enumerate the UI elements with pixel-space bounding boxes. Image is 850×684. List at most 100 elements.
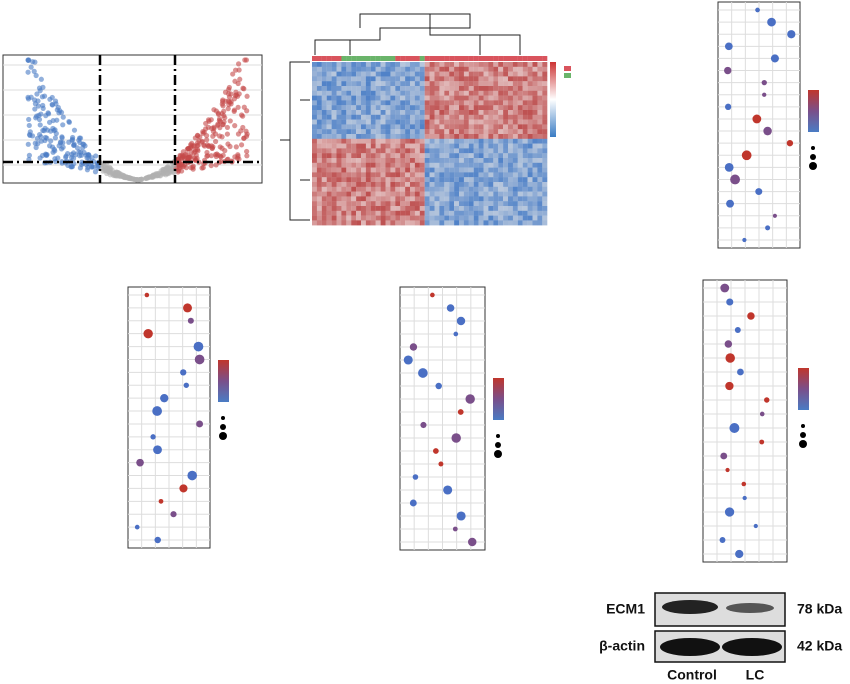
cell [395,66,401,72]
cell [365,201,371,207]
cell [341,162,347,168]
cell [356,143,362,149]
point [232,123,238,129]
cell [463,186,469,192]
cell [498,191,504,197]
cell [527,162,533,168]
cell [532,81,538,87]
cell [498,215,504,221]
point [68,154,75,160]
cell [459,220,464,226]
annotation [419,56,425,61]
cell [483,124,489,130]
cell [370,129,376,135]
annotation [351,56,357,61]
cell [321,177,327,183]
point [47,143,53,149]
cell [473,71,479,77]
cell [400,110,406,115]
cell [493,182,499,187]
annotation [542,56,548,61]
cell [336,162,342,168]
cell [424,138,430,144]
cell [459,105,464,111]
point [40,84,46,90]
cell [468,143,474,149]
cell [503,114,509,120]
colorbar [798,368,809,410]
cell [346,119,352,125]
cell [449,95,455,101]
point [28,64,34,70]
cell [365,162,371,168]
cell [512,114,518,120]
cell [321,134,327,139]
cell [532,162,538,168]
cell [419,143,425,149]
cell [410,129,415,135]
cell [468,66,474,72]
cell [532,100,538,106]
cell [390,66,396,72]
cell [395,110,401,115]
cell [365,62,371,67]
cell [361,210,366,216]
dot [412,474,419,480]
cell [463,124,469,130]
cell [390,100,396,106]
cell [365,191,371,197]
cell [473,172,479,178]
cell [537,191,543,197]
cell [459,119,464,125]
cell [429,196,435,202]
cell [365,196,371,202]
cell [370,220,376,226]
cell [454,124,460,130]
cell [365,220,371,226]
cell [498,124,504,130]
dot [160,393,169,403]
cell [419,182,425,187]
cell [429,177,435,183]
cell [532,119,538,125]
size-key [809,162,817,170]
cell [517,119,523,125]
cell [488,62,494,67]
cell [473,191,479,197]
cell [498,119,504,125]
cell [321,167,327,173]
cell [424,153,430,159]
cell [370,81,376,87]
point [25,69,31,75]
cell [454,129,460,135]
cell [454,148,460,154]
cell [336,134,342,139]
cell [312,201,317,207]
point [220,122,226,128]
point [213,162,219,168]
cell [542,158,548,163]
cell [468,206,474,211]
cell [326,110,332,115]
cell [356,81,362,87]
point [220,152,226,158]
cell [375,100,381,106]
cell [454,138,460,144]
cell [537,182,543,187]
cell [361,134,366,139]
cell [439,110,445,115]
cell [341,206,347,211]
cell [312,196,317,202]
cell [468,110,474,115]
cell [326,186,332,192]
cell [454,220,460,226]
cell [483,153,489,159]
cell [463,162,469,168]
cell [508,153,513,159]
cell [527,167,533,173]
cell [361,71,366,77]
cell [346,153,352,159]
cell [449,177,455,183]
cell [542,66,548,72]
cell [346,167,352,173]
